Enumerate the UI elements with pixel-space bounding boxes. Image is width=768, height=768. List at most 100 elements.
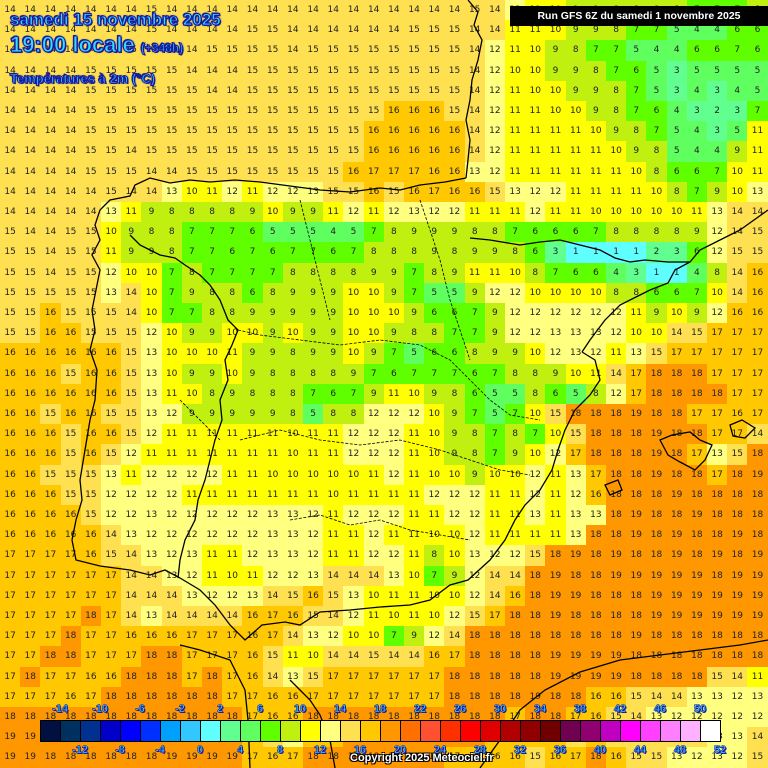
grid-value: 15 [0, 242, 21, 263]
grid-value: 17 [20, 686, 41, 707]
grid-value: 7 [707, 161, 728, 182]
grid-value: 11 [242, 484, 263, 505]
legend-swatch [201, 721, 221, 741]
grid-value: 16 [80, 404, 101, 425]
grid-value: 18 [585, 404, 606, 425]
grid-value: 14 [121, 303, 142, 324]
legend-swatch [681, 721, 701, 741]
grid-value: 19 [565, 646, 586, 667]
grid-value: 15 [626, 686, 647, 707]
grid-value: 10 [363, 585, 384, 606]
grid-value: 19 [646, 565, 667, 586]
grid-value: 13 [141, 363, 162, 384]
grid-value: 9 [727, 141, 748, 162]
legend-swatch [181, 721, 201, 741]
grid-value: 12 [202, 505, 223, 526]
grid-value: 14 [484, 0, 505, 21]
grid-value: 11 [363, 484, 384, 505]
grid-value: 14 [404, 0, 425, 21]
grid-value: 15 [383, 60, 404, 81]
grid-value: 3 [707, 80, 728, 101]
grid-value: 11 [222, 484, 243, 505]
grid-value: 12 [383, 404, 404, 425]
grid-value: 7 [161, 262, 182, 283]
grid-value: 15 [181, 141, 202, 162]
grid-value: 9 [323, 343, 344, 364]
grid-value: 12 [727, 707, 748, 728]
grid-value: 14 [141, 585, 162, 606]
grid-value: 12 [525, 181, 546, 202]
grid-value: 10 [727, 161, 748, 182]
grid-value: 10 [424, 606, 445, 627]
grid-value: 14 [181, 60, 202, 81]
grid-value: 11 [262, 484, 283, 505]
grid-value: 19 [606, 666, 627, 687]
grid-value: 15 [202, 141, 223, 162]
grid-value: 9 [262, 343, 283, 364]
grid-value: 19 [707, 545, 728, 566]
grid-value: 14 [60, 161, 81, 182]
grid-value: 8 [666, 222, 687, 243]
grid-value: 18 [666, 666, 687, 687]
grid-value: 14 [20, 222, 41, 243]
grid-value: 14 [80, 20, 101, 41]
grid-value: 11 [181, 424, 202, 445]
grid-value: 6 [747, 40, 768, 61]
grid-value: 15 [242, 40, 263, 61]
grid-value: 18 [606, 484, 627, 505]
grid-value: 15 [161, 60, 182, 81]
grid-value: 11 [161, 424, 182, 445]
grid-value: 17 [727, 363, 748, 384]
grid-value: 15 [121, 101, 142, 122]
grid-value: 12 [565, 303, 586, 324]
grid-value: 10 [565, 282, 586, 303]
grid-value: 11 [404, 424, 425, 445]
legend-tick-label: 46 [653, 703, 667, 716]
grid-value: 7 [363, 222, 384, 243]
grid-value: 11 [545, 525, 566, 546]
grid-value: 17 [60, 565, 81, 586]
grid-value: 14 [40, 20, 61, 41]
grid-value: 10 [343, 282, 364, 303]
grid-value: 16 [80, 363, 101, 384]
grid-value: 7 [404, 363, 425, 384]
grid-value: 16 [343, 161, 364, 182]
grid-value: 14 [606, 363, 627, 384]
grid-value: 15 [121, 343, 142, 364]
grid-value: 15 [242, 141, 263, 162]
grid-value: 18 [707, 383, 728, 404]
legend-tick-label: 40 [593, 744, 607, 757]
grid-value: 15 [323, 80, 344, 101]
grid-value: 12 [161, 545, 182, 566]
grid-value: 15 [646, 747, 667, 768]
grid-value: 14 [121, 606, 142, 627]
grid-value: 15 [424, 80, 445, 101]
grid-value: 9 [303, 323, 324, 344]
grid-value: 15 [242, 161, 263, 182]
grid-value: 15 [121, 383, 142, 404]
legend-swatch [281, 721, 301, 741]
grid-value: 15 [121, 363, 142, 384]
grid-value: 10 [303, 646, 324, 667]
grid-value: 13 [747, 686, 768, 707]
grid-value: 14 [383, 20, 404, 41]
grid-value: 14 [121, 282, 142, 303]
grid-value: 15 [161, 101, 182, 122]
legend-swatch [141, 721, 161, 741]
grid-value: 12 [484, 161, 505, 182]
grid-value: 18 [444, 666, 465, 687]
grid-value: 15 [242, 101, 263, 122]
legend-tick-label: 52 [713, 744, 727, 757]
grid-value: 14 [747, 202, 768, 223]
grid-value: 12 [363, 525, 384, 546]
grid-value: 11 [323, 545, 344, 566]
grid-value: 9 [565, 80, 586, 101]
legend-tick-label: 50 [693, 703, 707, 716]
grid-value: 3 [707, 121, 728, 142]
grid-value: 9 [282, 202, 303, 223]
grid-value: 4 [686, 141, 707, 162]
grid-value: 17 [323, 666, 344, 687]
grid-value: 10 [424, 444, 445, 465]
grid-value: 18 [101, 686, 122, 707]
grid-value: 15 [40, 282, 61, 303]
